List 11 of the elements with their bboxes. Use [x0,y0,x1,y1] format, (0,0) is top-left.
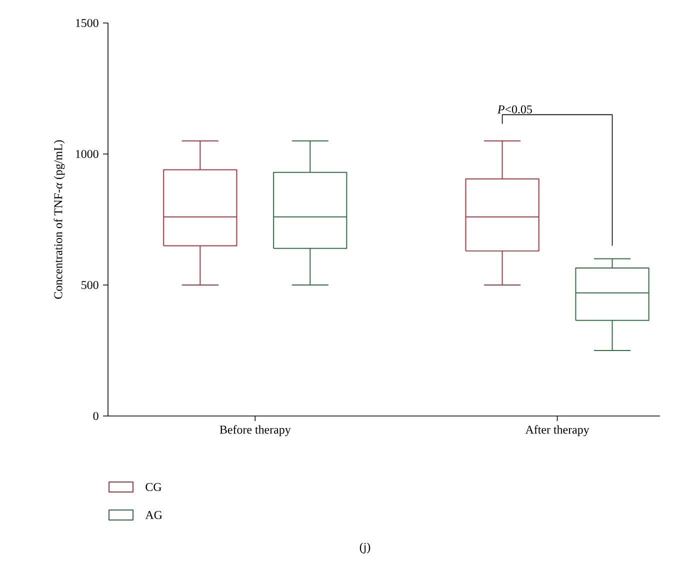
legend-label: CG [146,482,162,492]
text: (j) [360,542,370,554]
y-tick-label: 1500 [76,18,98,28]
annotation: P<0.05 [497,105,532,114]
legend-label: AG [145,510,162,520]
x-tick-label: After therapy [525,425,590,436]
y-tick-label: 500 [82,280,98,290]
y-tick-label: 0 [93,412,98,420]
y-axis-title: Concentration of TNF-α (pg/mL) [54,140,65,299]
y-tick-label: 1000 [76,150,98,158]
x-tick-label: Before therapy [220,425,291,436]
